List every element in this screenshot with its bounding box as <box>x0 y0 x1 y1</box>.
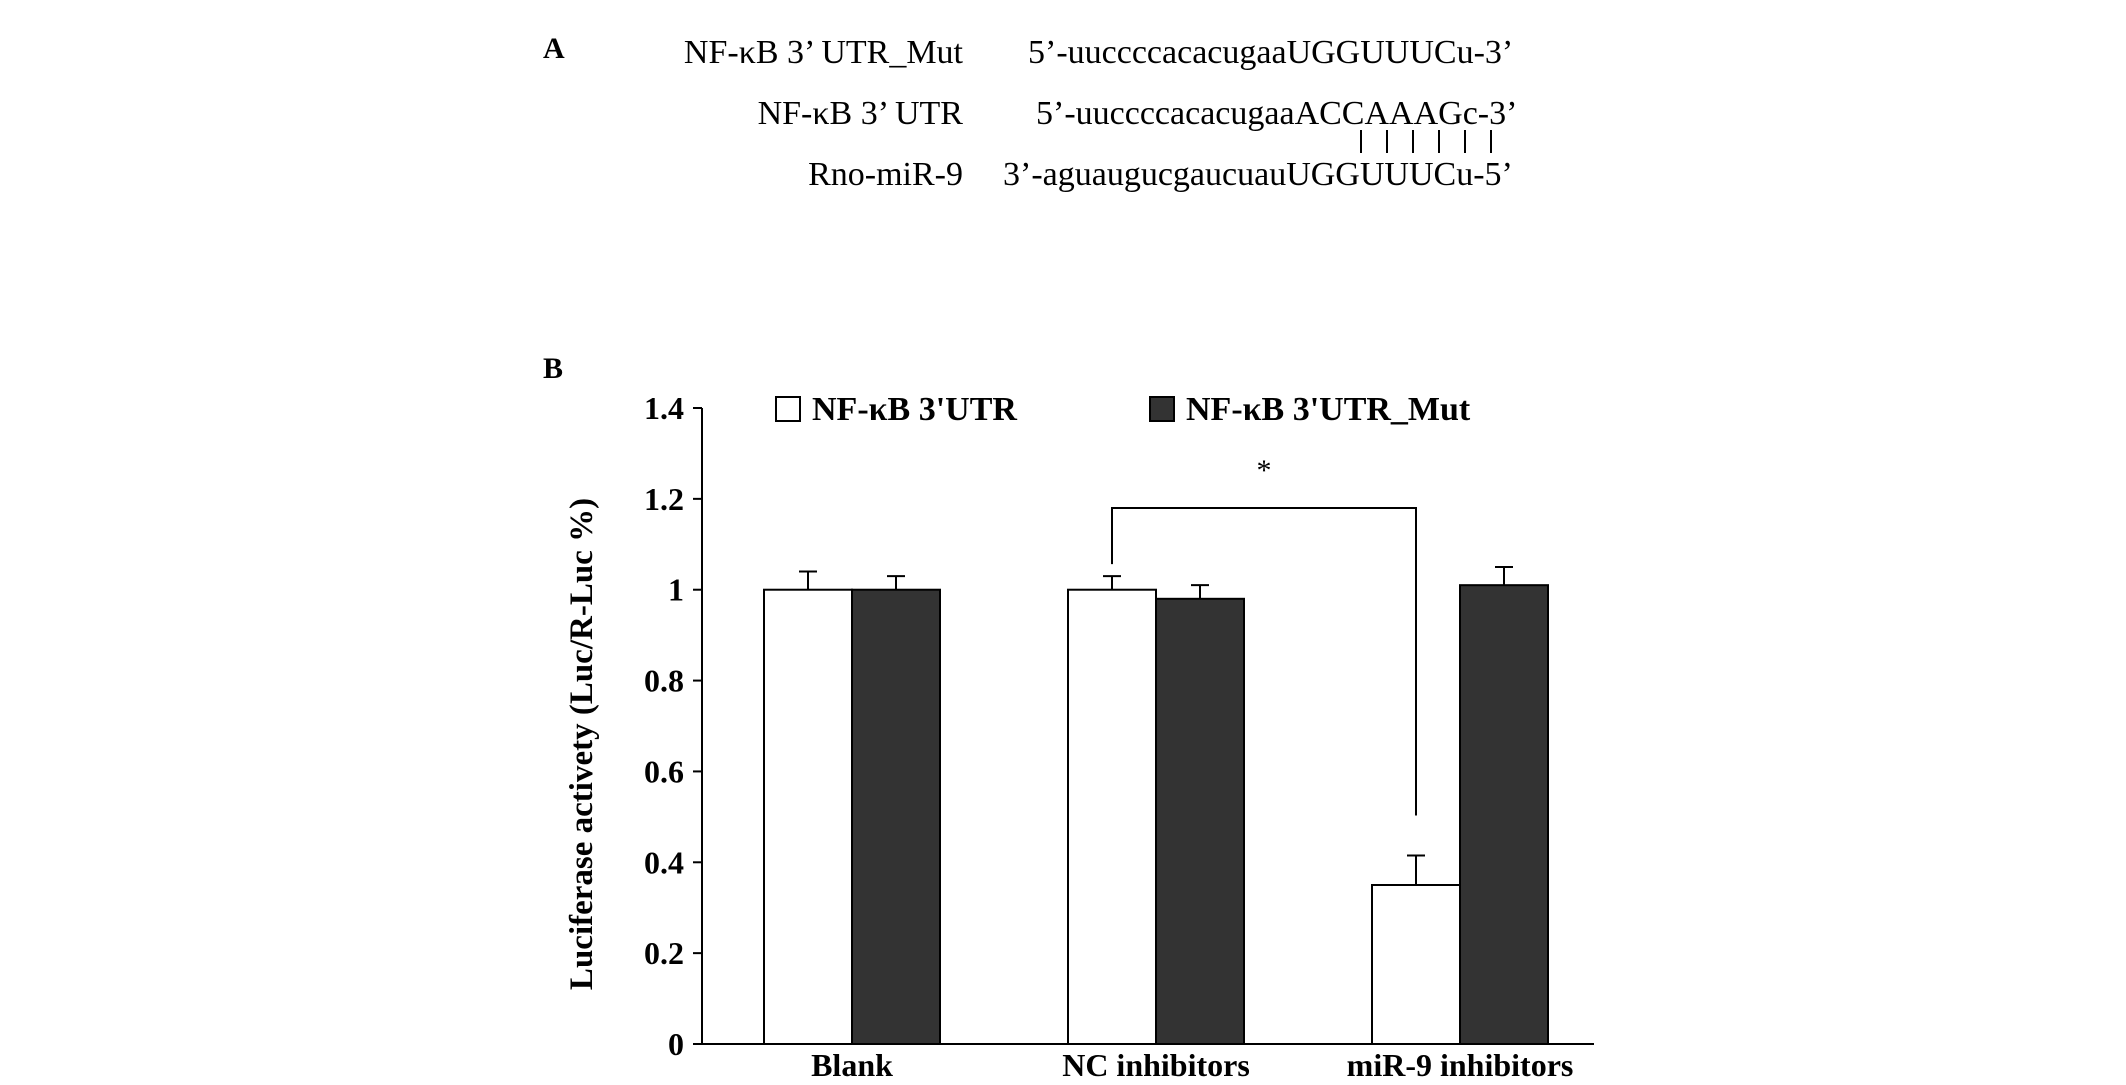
sequence-mir: 3’-aguaugucgaucuauUGGUUUCu-5’ <box>1003 156 1513 193</box>
sequence-mut-suffix: u-3’ <box>1457 34 1514 71</box>
panel-b-label: B <box>543 352 563 385</box>
panel-a: A NF-κB 3’ UTR_Mut 5’-uuccccacacugaaUGGU… <box>543 32 1517 193</box>
bars <box>763 584 1549 1046</box>
y-tick-label: 1.4 <box>644 390 684 426</box>
bar-utr-2 <box>1371 884 1461 1045</box>
bar-mut-1 <box>1155 597 1245 1045</box>
sequence-wt-core: ACCAAAG <box>1295 95 1463 132</box>
significance-star: * <box>1257 454 1272 487</box>
bar-mut-0 <box>851 588 941 1045</box>
sequence-mut-core: UGGUUUC <box>1287 34 1457 71</box>
legend-swatch-mut <box>1149 396 1175 422</box>
y-axis-label: Luciferase activety (Luc/R-Luc %) <box>564 498 600 990</box>
legend: NF-κB 3'UTR NF-κB 3'UTR_Mut <box>775 391 1471 428</box>
sequence-wt-prefix: 5’-uuccccacacugaa <box>1036 95 1295 132</box>
legend-label-utr: NF-κB 3'UTR <box>812 391 1017 428</box>
legend-label-mut: NF-κB 3'UTR_Mut <box>1186 391 1471 428</box>
significance-bracket: * <box>1111 454 1417 816</box>
panel-a-label: A <box>543 32 565 65</box>
x-category-label: Blank <box>811 1047 893 1083</box>
sequence-mir-suffix: u-5’ <box>1456 156 1513 193</box>
panel-b: B Luciferase activety (Luc/R-Luc %) 0 0.2… <box>543 352 1594 1083</box>
base-pairing-marks <box>1360 130 1492 153</box>
bar-utr-1 <box>1067 588 1157 1045</box>
y-tick-label: 0.8 <box>644 663 684 699</box>
sequence-mir-prefix: 3’-aguaugucgaucuau <box>1003 156 1286 193</box>
y-tick-label: 0.2 <box>644 935 684 971</box>
sequence-mut-prefix: 5’-uuccccacacugaa <box>1028 34 1287 71</box>
sequence-mir-core: UGGUUUC <box>1286 156 1456 193</box>
legend-swatch-utr <box>775 396 801 422</box>
sequence-wt-suffix: c-3’ <box>1463 95 1518 132</box>
x-category-label: NC inhibitors <box>1062 1047 1250 1083</box>
sequence-name-mut: NF-κB 3’ UTR_Mut <box>684 34 964 71</box>
y-tick-label: 1.2 <box>644 481 684 517</box>
x-category-labels: Blank NC inhibitors miR-9 inhibitors <box>811 1047 1573 1083</box>
y-tick-label: 1 <box>668 572 684 608</box>
x-category-label: miR-9 inhibitors <box>1347 1047 1574 1083</box>
sequence-name-mir: Rno-miR-9 <box>808 156 963 193</box>
bar-utr-0 <box>763 588 853 1045</box>
bar-mut-2 <box>1459 584 1549 1046</box>
y-tick-label: 0.4 <box>644 844 684 880</box>
y-tick-label: 0 <box>668 1026 684 1062</box>
y-ticks: 0 0.2 0.4 0.6 0.8 1 1.2 1.4 <box>644 390 702 1062</box>
sequence-mut: 5’-uuccccacacugaaUGGUUUCu-3’ <box>1028 34 1513 71</box>
significance-bracket-line <box>1111 506 1417 816</box>
y-tick-label: 0.6 <box>644 753 684 789</box>
sequence-name-wt: NF-κB 3’ UTR <box>758 95 964 132</box>
error-bars <box>799 566 1513 885</box>
sequence-wt: 5’-uuccccacacugaaACCAAAGc-3’ <box>1036 95 1517 132</box>
